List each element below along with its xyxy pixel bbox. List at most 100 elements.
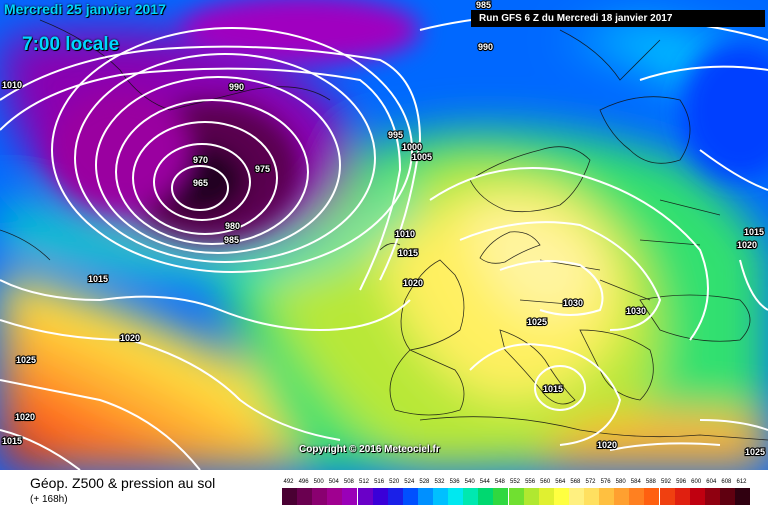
colorbar-tick-label: 592 [660,479,671,485]
isobar-label: 1005 [412,152,432,162]
colorbar-swatch [387,488,403,505]
colorbar-swatch [342,488,358,505]
colorbar-tick-label: 572 [585,479,596,485]
isobar-label: 980 [225,221,240,231]
colorbar-tick-label: 548 [494,479,505,485]
isobar-label: 1030 [563,298,583,308]
isobar-label: 1015 [2,436,22,446]
isobar-label: 1010 [2,80,22,90]
colorbar-swatch [372,488,388,505]
colorbar-swatch [523,488,539,505]
isobar-label: 1010 [395,229,415,239]
isobar-label: 990 [229,82,244,92]
geopotential-color-field [0,0,768,470]
colorbar-tick-label: 500 [313,479,324,485]
colorbar-swatch [327,488,343,505]
pressure-map: 1010 985 990 990 995 1000 1005 970 975 9… [0,0,768,470]
isobar-label: 1020 [597,440,617,450]
colorbar-tick-label: 604 [706,479,717,485]
colorbar-swatch [417,488,433,505]
colorbar-tick-label: 544 [479,479,490,485]
isobar-label: 1025 [745,447,765,457]
copyright-notice: Copyright © 2016 Meteociel.fr [299,444,440,455]
colorbar-tick-label: 540 [464,479,475,485]
colorbar-swatch [282,488,298,505]
colorbar-swatch [629,488,645,505]
colorbar-swatch [674,488,690,505]
colorbar-tick-label: 564 [555,479,566,485]
isobar-label: 1020 [120,333,140,343]
map-title: Géop. Z500 & pression au sol [30,475,216,491]
colorbar-tick-label: 520 [389,479,400,485]
colorbar-tick-label: 552 [509,479,520,485]
colorbar-swatch [297,488,313,505]
isobar-label: 985 [224,235,239,245]
colorbar-swatch [599,488,615,505]
colorbar-swatch [448,488,464,505]
isobar-label: 990 [478,42,493,52]
colorbar-swatch [704,488,720,505]
colorbar-tick-label: 556 [525,479,536,485]
isobar-label: 1025 [16,355,36,365]
colorbar-tick-label: 560 [540,479,551,485]
forecast-date: Mercredi 25 janvier 2017 [4,1,166,17]
isobar-label: 1015 [744,227,764,237]
colorbar-tick-label: 612 [736,479,747,485]
colorbar-swatch [584,488,600,505]
run-info-banner: Run GFS 6 Z du Mercredi 18 janvier 2017 [471,10,765,27]
colorbar-swatch [553,488,569,505]
colorbar-tick-label: 608 [721,479,732,485]
isobar-labels: 1010 985 990 990 995 1000 1005 970 975 9… [1,0,766,458]
colorbar-tick-label: 584 [630,479,641,485]
coastlines [0,19,768,441]
isobar-label: 1000 [402,142,422,152]
isobar-label: 1015 [543,384,563,394]
colorbar-swatch [508,488,524,505]
colorbar-swatch [568,488,584,505]
colorbar-swatch [659,488,675,505]
colorbar-tick-label: 532 [434,479,445,485]
isobar-label: 1020 [403,278,423,288]
forecast-hour: 7:00 locale [22,34,120,55]
colorbar-tick-label: 524 [404,479,415,485]
colorbar-tick-label: 528 [419,479,430,485]
color-scale: 492 496 500 504 508 512 516 520 524 528 532 536 540 5… [282,479,751,509]
colorbar-tick-label: 496 [298,479,309,485]
legend-footer: Géop. Z500 & pression au sol (+ 168h) 49… [0,470,768,512]
colorbar-swatch [478,488,494,505]
isobars [0,13,768,470]
colorbar-tick-label: 588 [645,479,656,485]
colorbar-tick-label: 576 [600,479,611,485]
colorbar-swatch [463,488,479,505]
isobar-label: 970 [193,155,208,165]
colorbar-tick-label: 596 [676,479,687,485]
colorbar-tick-label: 508 [343,479,354,485]
colorbar-swatch [312,488,328,505]
isobar-label: 1015 [88,274,108,284]
colorbar-swatch [357,488,373,505]
colorbar-swatch [644,488,660,505]
colorbar-tick-label: 600 [691,479,702,485]
colorbar-swatch [538,488,554,505]
colorbar-tick-label: 580 [615,479,626,485]
colorbar-swatch [689,488,705,505]
isobar-label: 1030 [626,306,646,316]
isobar-label: 975 [255,164,270,174]
colorbar-tick-label: 568 [570,479,581,485]
isobar-label: 1020 [15,412,35,422]
colorbar-swatch [493,488,509,505]
colorbar-tick-label: 504 [328,479,339,485]
isobar-label: 1015 [398,248,418,258]
isobar-label: 1020 [737,240,757,250]
colorbar-swatch [614,488,630,505]
isobar-label: 985 [476,0,491,10]
colorbar-tick-label: 492 [283,479,294,485]
colorbar-tick-label: 536 [449,479,460,485]
forecast-lead-time: (+ 168h) [30,494,68,505]
colorbar-swatch [735,488,751,505]
colorbar-tick-label: 512 [358,479,369,485]
colorbar-swatch [719,488,735,505]
isobar-label: 1025 [527,317,547,327]
colorbar-tick-label: 516 [374,479,385,485]
